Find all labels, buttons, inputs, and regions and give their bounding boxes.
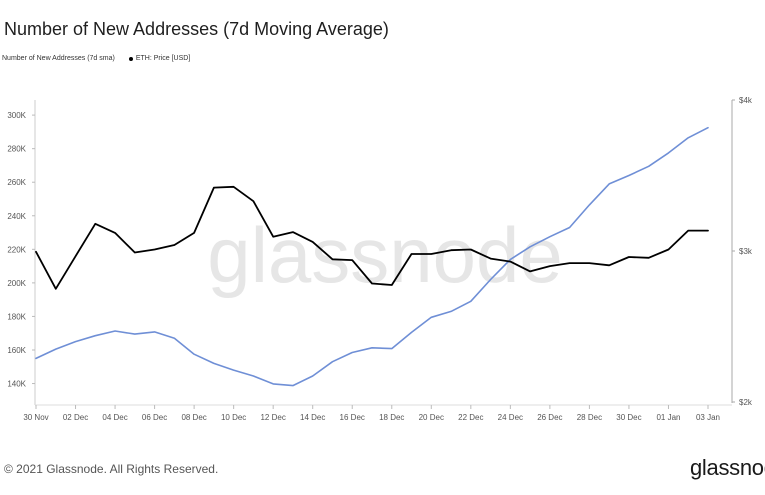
y-left-tick-label: 240K bbox=[7, 212, 26, 221]
x-tick-label: 16 Dec bbox=[340, 413, 365, 422]
x-tick-label: 14 Dec bbox=[300, 413, 325, 422]
x-tick-label: 01 Jan bbox=[656, 413, 680, 422]
x-tick-label: 04 Dec bbox=[102, 413, 127, 422]
x-tick-label: 10 Dec bbox=[221, 413, 246, 422]
y-right-tick-label: $4k bbox=[739, 96, 753, 105]
x-tick-label: 18 Dec bbox=[379, 413, 404, 422]
y-left-tick-label: 140K bbox=[7, 380, 26, 389]
y-left-tick-label: 260K bbox=[7, 178, 26, 187]
legend: Number of New Addresses (7d sma) ETH: Pr… bbox=[0, 55, 204, 62]
y-left-tick-label: 300K bbox=[7, 111, 26, 120]
y-right-tick-label: $3k bbox=[739, 247, 753, 256]
x-tick-label: 08 Dec bbox=[181, 413, 206, 422]
x-tick-label: 30 Dec bbox=[616, 413, 641, 422]
series-line-new-addresses[interactable] bbox=[35, 126, 709, 387]
chart-title: Number of New Addresses (7d Moving Avera… bbox=[4, 19, 389, 39]
y-right-tick-label: $2k bbox=[739, 398, 753, 407]
y-left-tick-label: 200K bbox=[7, 279, 26, 288]
watermark-text: glassnode bbox=[207, 211, 563, 299]
y-left-tick-label: 280K bbox=[7, 145, 26, 154]
x-tick-label: 28 Dec bbox=[577, 413, 602, 422]
y-left-tick-label: 180K bbox=[7, 312, 26, 321]
copyright-footer: © 2021 Glassnode. All Rights Reserved. bbox=[4, 462, 219, 476]
x-tick-label: 24 Dec bbox=[498, 413, 523, 422]
glassnode-logo: glassnode bbox=[690, 455, 765, 480]
legend-swatch-price bbox=[128, 56, 133, 61]
x-tick-label: 03 Jan bbox=[696, 413, 720, 422]
x-tick-label: 26 Dec bbox=[537, 413, 562, 422]
y-left-tick-label: 160K bbox=[7, 346, 26, 355]
x-tick-label: 22 Dec bbox=[458, 413, 483, 422]
legend-item-addresses[interactable]: Number of New Addresses (7d sma) bbox=[0, 55, 115, 62]
legend-label-addresses: Number of New Addresses (7d sma) bbox=[2, 55, 115, 62]
x-tick-label: 06 Dec bbox=[142, 413, 167, 422]
x-tick-label: 20 Dec bbox=[419, 413, 444, 422]
series-line-eth-price[interactable] bbox=[35, 185, 709, 290]
legend-item-price[interactable]: ETH: Price [USD] bbox=[128, 55, 191, 62]
x-tick-label: 02 Dec bbox=[63, 413, 88, 422]
y-left-tick-label: 220K bbox=[7, 245, 26, 254]
x-tick-label: 12 Dec bbox=[260, 413, 285, 422]
x-tick-label: 30 Nov bbox=[23, 413, 48, 422]
legend-label-price: ETH: Price [USD] bbox=[135, 55, 191, 62]
